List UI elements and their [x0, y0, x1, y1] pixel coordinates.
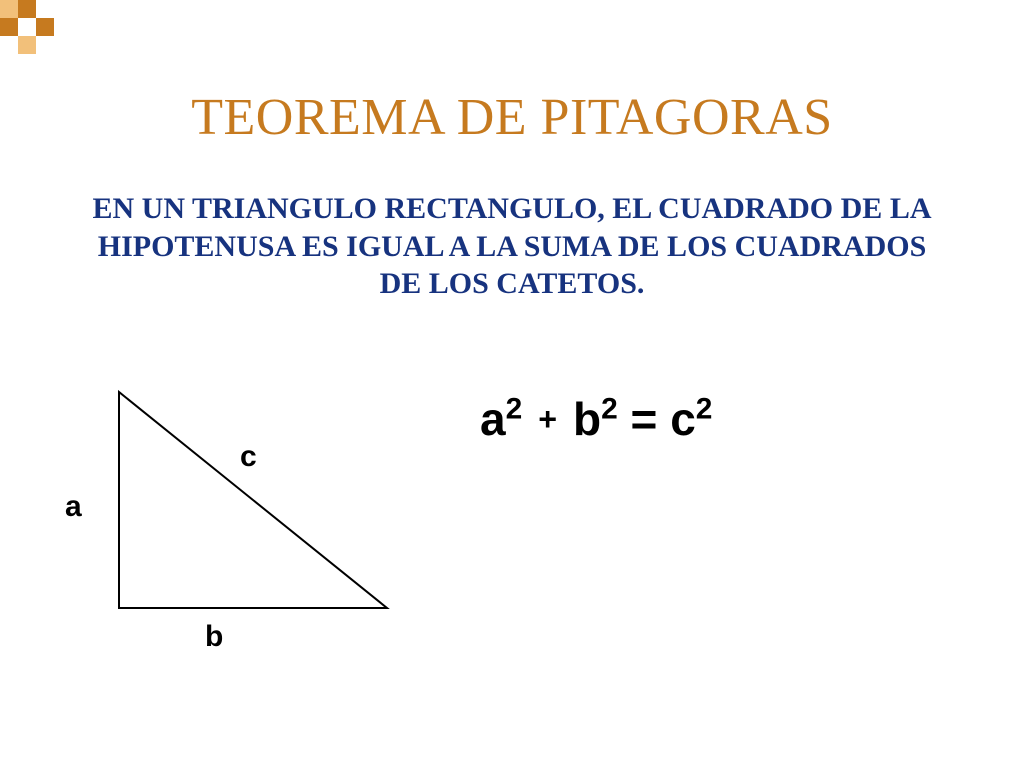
exp-a: 2	[506, 393, 523, 426]
equals-sign: =	[631, 393, 658, 445]
plus-sign: +	[535, 401, 560, 437]
side-label-a: a	[65, 490, 82, 524]
theorem-description: EN UN TRIANGULO RECTANGULO, EL CUADRADO …	[80, 190, 944, 303]
slide-title: TEOREMA DE PITAGORAS	[0, 88, 1024, 147]
pythagoras-formula: a2 + b2 = c2	[480, 392, 712, 446]
corner-square	[0, 0, 18, 18]
term-a: a	[480, 393, 506, 445]
corner-square	[0, 18, 18, 36]
exp-c: 2	[696, 393, 713, 426]
right-triangle-diagram	[107, 380, 397, 615]
term-c: c	[670, 393, 696, 445]
slide: TEOREMA DE PITAGORAS EN UN TRIANGULO REC…	[0, 0, 1024, 768]
exp-b: 2	[601, 393, 618, 426]
corner-square	[18, 36, 36, 54]
corner-square	[36, 18, 54, 36]
right-triangle	[119, 392, 387, 608]
corner-decoration	[0, 0, 56, 42]
side-label-b: b	[205, 620, 223, 654]
term-b: b	[573, 393, 601, 445]
corner-square	[18, 0, 36, 18]
side-label-c: c	[240, 440, 257, 474]
